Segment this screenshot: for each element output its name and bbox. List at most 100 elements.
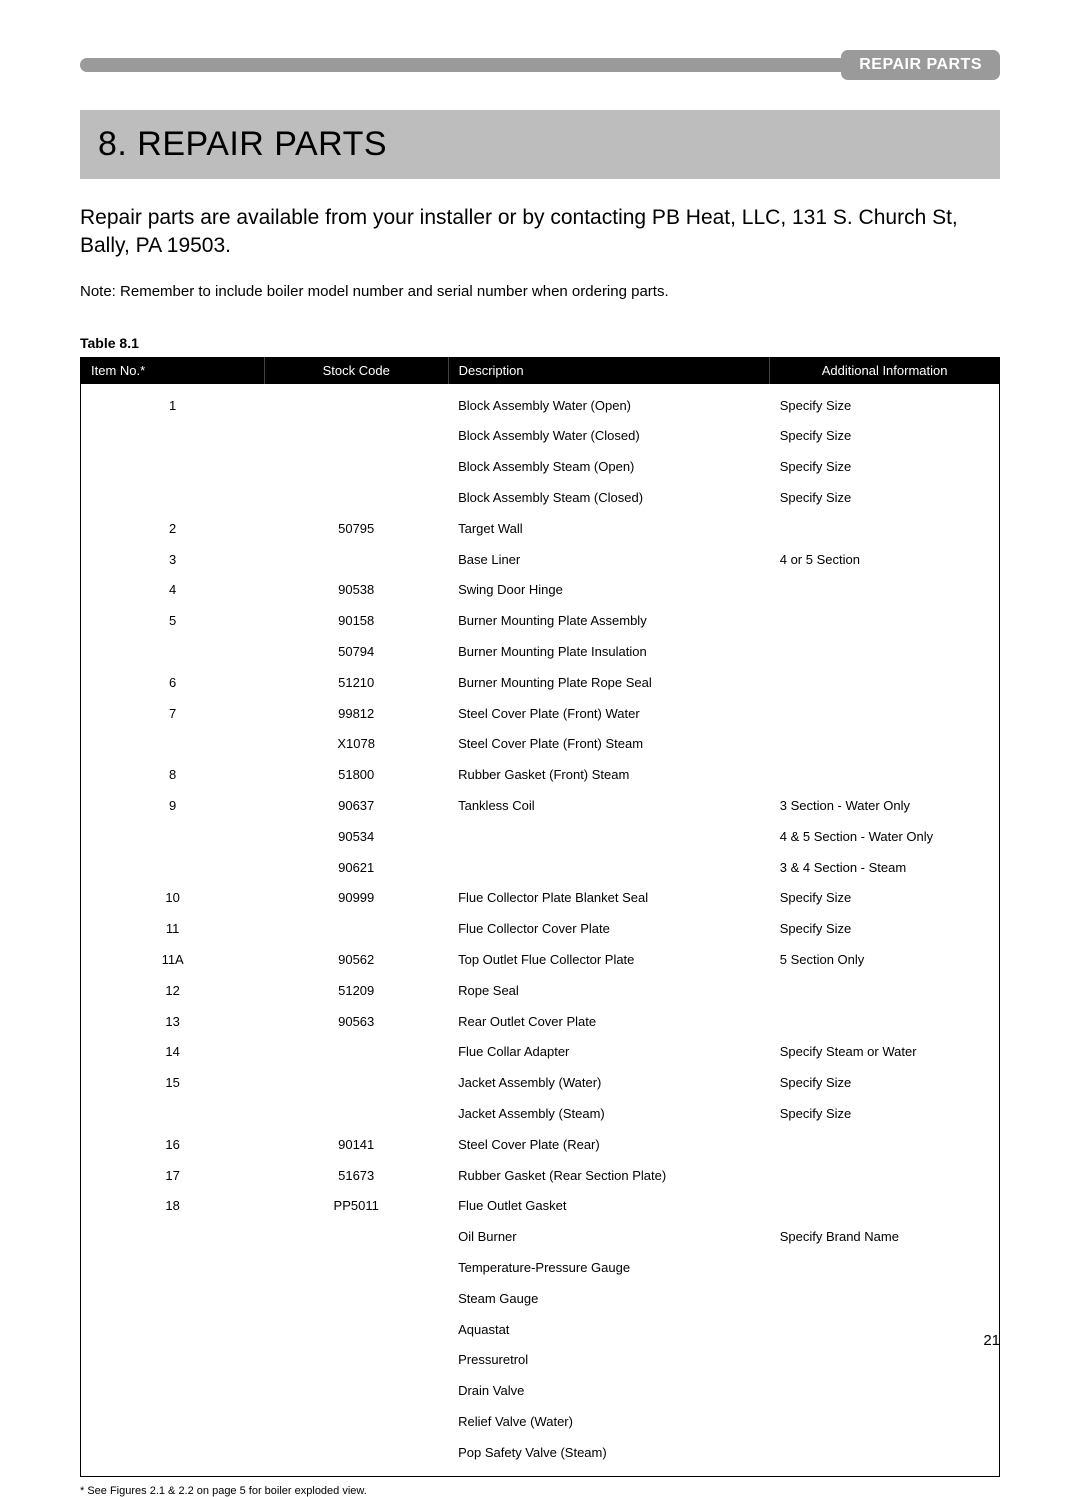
table-row: 990637Tankless Coil3 Section - Water Onl…	[81, 791, 1000, 822]
repair-parts-table: Item No.* Stock Code Description Additio…	[80, 357, 1000, 1477]
table-row: 50794Burner Mounting Plate Insulation	[81, 637, 1000, 668]
cell-additional	[770, 1253, 1000, 1284]
table-row: 1090999Flue Collector Plate Blanket Seal…	[81, 883, 1000, 914]
cell-stock	[264, 384, 448, 422]
cell-item: 3	[81, 545, 265, 576]
cell-item	[81, 1345, 265, 1376]
cell-stock: 51209	[264, 976, 448, 1007]
cell-additional	[770, 1284, 1000, 1315]
cell-additional	[770, 729, 1000, 760]
cell-item: 11	[81, 914, 265, 945]
cell-stock: 90999	[264, 883, 448, 914]
cell-additional	[770, 606, 1000, 637]
table-footnote: * See Figures 2.1 & 2.2 on page 5 for bo…	[80, 1485, 1000, 1497]
cell-stock: 90621	[264, 853, 448, 884]
cell-additional: Specify Size	[770, 1099, 1000, 1130]
cell-description	[448, 822, 770, 853]
cell-description: Burner Mounting Plate Assembly	[448, 606, 770, 637]
cell-stock	[264, 1315, 448, 1346]
cell-item: 6	[81, 668, 265, 699]
header-line	[80, 58, 847, 72]
cell-item: 16	[81, 1130, 265, 1161]
cell-item	[81, 1315, 265, 1346]
cell-description: Burner Mounting Plate Insulation	[448, 637, 770, 668]
cell-stock: 50794	[264, 637, 448, 668]
cell-additional	[770, 668, 1000, 699]
cell-description: Steel Cover Plate (Front) Water	[448, 699, 770, 730]
cell-additional: Specify Size	[770, 1068, 1000, 1099]
table-row: 799812Steel Cover Plate (Front) Water	[81, 699, 1000, 730]
cell-additional	[770, 1161, 1000, 1192]
cell-stock	[264, 483, 448, 514]
table-row: Temperature-Pressure Gauge	[81, 1253, 1000, 1284]
cell-description: Flue Outlet Gasket	[448, 1191, 770, 1222]
table-row: 1390563Rear Outlet Cover Plate	[81, 1007, 1000, 1038]
cell-item	[81, 729, 265, 760]
col-header-stock: Stock Code	[264, 357, 448, 384]
cell-description: Flue Collector Plate Blanket Seal	[448, 883, 770, 914]
cell-additional	[770, 760, 1000, 791]
cell-stock: 99812	[264, 699, 448, 730]
cell-description: Flue Collar Adapter	[448, 1037, 770, 1068]
table-row: Block Assembly Steam (Closed)Specify Siz…	[81, 483, 1000, 514]
cell-description: Relief Valve (Water)	[448, 1407, 770, 1438]
cell-stock: 90538	[264, 575, 448, 606]
cell-stock: 90562	[264, 945, 448, 976]
cell-additional	[770, 976, 1000, 1007]
section-title: 8. REPAIR PARTS	[98, 125, 982, 164]
table-row: Block Assembly Steam (Open)Specify Size	[81, 452, 1000, 483]
table-row: 250795Target Wall	[81, 514, 1000, 545]
cell-stock	[264, 914, 448, 945]
table-row: Jacket Assembly (Steam)Specify Size	[81, 1099, 1000, 1130]
table-row: 590158Burner Mounting Plate Assembly	[81, 606, 1000, 637]
cell-description	[448, 853, 770, 884]
cell-stock	[264, 1099, 448, 1130]
cell-stock	[264, 1407, 448, 1438]
page-number: 21	[983, 1332, 1000, 1349]
cell-item	[81, 1222, 265, 1253]
cell-stock: 51210	[264, 668, 448, 699]
col-header-description: Description	[448, 357, 770, 384]
cell-description: Tankless Coil	[448, 791, 770, 822]
cell-stock	[264, 1222, 448, 1253]
cell-item: 4	[81, 575, 265, 606]
cell-item	[81, 1407, 265, 1438]
cell-description: Jacket Assembly (Steam)	[448, 1099, 770, 1130]
cell-item: 1	[81, 384, 265, 422]
cell-description: Burner Mounting Plate Rope Seal	[448, 668, 770, 699]
table-row: Drain Valve	[81, 1376, 1000, 1407]
cell-additional: Specify Brand Name	[770, 1222, 1000, 1253]
cell-additional: Specify Steam or Water	[770, 1037, 1000, 1068]
table-row: 851800Rubber Gasket (Front) Steam	[81, 760, 1000, 791]
table-row: 11Flue Collector Cover PlateSpecify Size	[81, 914, 1000, 945]
cell-additional	[770, 1376, 1000, 1407]
col-header-additional: Additional Information	[770, 357, 1000, 384]
cell-stock	[264, 421, 448, 452]
table-body: 1Block Assembly Water (Open)Specify Size…	[81, 384, 1000, 1476]
cell-additional	[770, 575, 1000, 606]
section-title-bar: 8. REPAIR PARTS	[80, 110, 1000, 179]
cell-description: Block Assembly Steam (Closed)	[448, 483, 770, 514]
note-paragraph: Note: Remember to include boiler model n…	[80, 283, 1000, 300]
cell-additional: Specify Size	[770, 452, 1000, 483]
cell-item	[81, 822, 265, 853]
table-row: Pressuretrol	[81, 1345, 1000, 1376]
cell-stock: 90141	[264, 1130, 448, 1161]
table-row: 15Jacket Assembly (Water)Specify Size	[81, 1068, 1000, 1099]
table-row: 90621 3 & 4 Section - Steam	[81, 853, 1000, 884]
cell-item	[81, 452, 265, 483]
table-row: 18PP5011Flue Outlet Gasket	[81, 1191, 1000, 1222]
cell-description: Oil Burner	[448, 1222, 770, 1253]
header-tab: REPAIR PARTS	[841, 50, 1000, 80]
cell-stock	[264, 1284, 448, 1315]
table-row: 905344 & 5 Section - Water Only	[81, 822, 1000, 853]
cell-additional: 3 & 4 Section - Steam	[770, 853, 1000, 884]
cell-item: 14	[81, 1037, 265, 1068]
cell-stock	[264, 1068, 448, 1099]
cell-description: Jacket Assembly (Water)	[448, 1068, 770, 1099]
table-row: Steam Gauge	[81, 1284, 1000, 1315]
cell-additional: Specify Size	[770, 483, 1000, 514]
table-row: 14 Flue Collar AdapterSpecify Steam or Wa…	[81, 1037, 1000, 1068]
cell-description: Steam Gauge	[448, 1284, 770, 1315]
cell-item	[81, 1438, 265, 1476]
